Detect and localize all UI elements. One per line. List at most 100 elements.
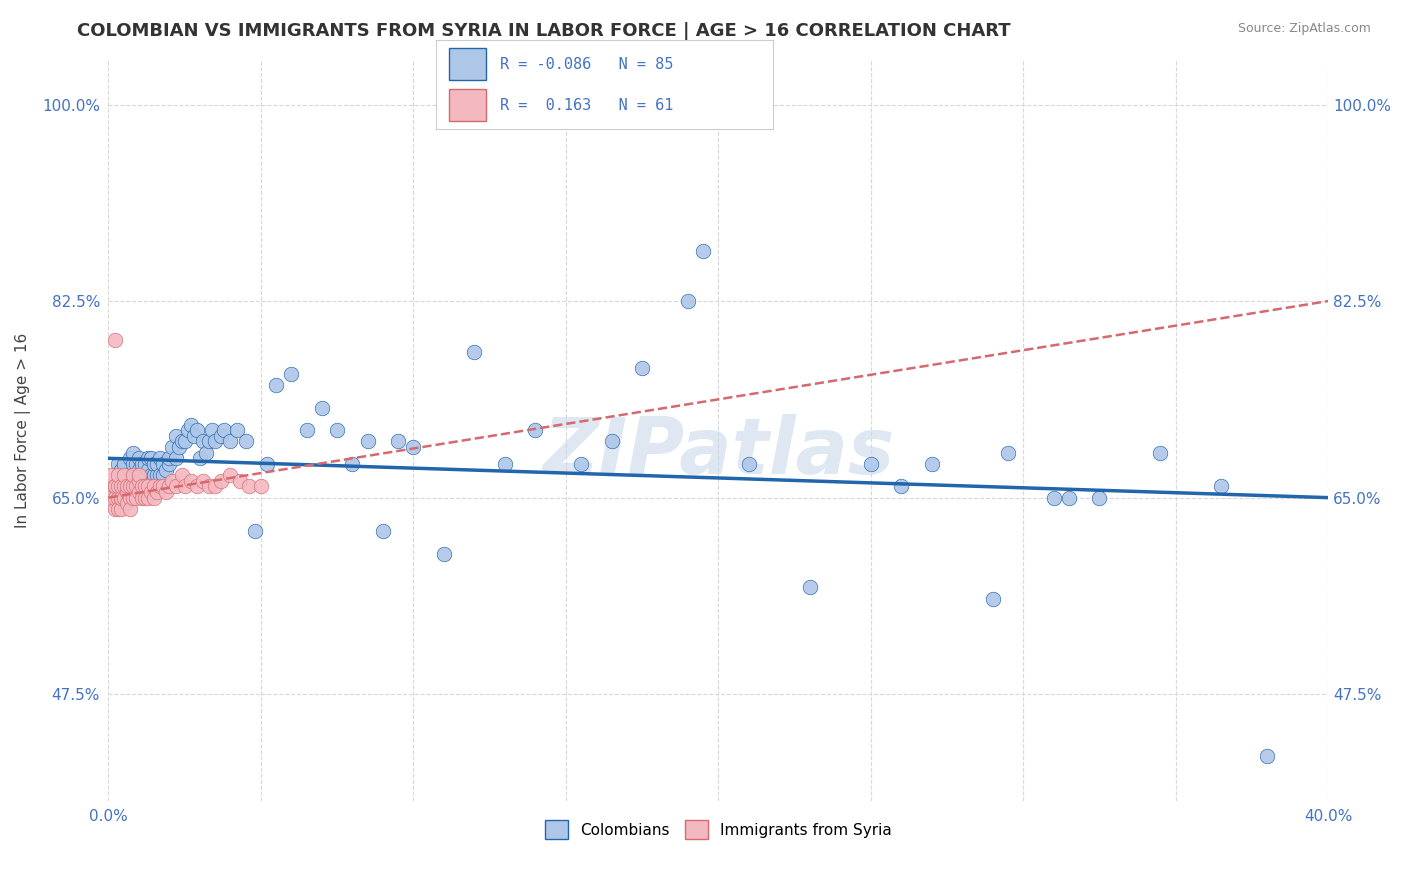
Point [136, 462, 159, 476]
Point [100, 479, 122, 493]
Point [219, 434, 242, 449]
Point [159, 457, 181, 471]
Text: ZIPatlas: ZIPatlas [543, 415, 894, 491]
Point [371, 524, 394, 539]
Point [139, 451, 162, 466]
Point [162, 440, 184, 454]
Point [170, 468, 193, 483]
Point [115, 485, 138, 500]
FancyBboxPatch shape [450, 89, 486, 121]
Point [107, 457, 129, 471]
Point [112, 468, 135, 483]
Point [125, 491, 148, 505]
Text: R =  0.163   N = 61: R = 0.163 N = 61 [501, 98, 673, 112]
Point [112, 479, 135, 493]
Legend: Colombians, Immigrants from Syria: Colombians, Immigrants from Syria [538, 814, 898, 845]
Point [152, 479, 174, 493]
Point [890, 479, 912, 493]
Point [1211, 479, 1233, 493]
Point [115, 468, 138, 483]
Point [198, 434, 221, 449]
Point [201, 423, 224, 437]
Point [859, 457, 882, 471]
Point [195, 446, 218, 460]
Point [146, 468, 169, 483]
Point [311, 401, 333, 415]
Point [631, 361, 654, 376]
Point [188, 451, 211, 466]
Point [149, 479, 172, 493]
Point [134, 491, 156, 505]
Text: R = -0.086   N = 85: R = -0.086 N = 85 [501, 57, 673, 71]
Point [131, 457, 153, 471]
Point [125, 479, 148, 493]
Point [209, 474, 232, 488]
Point [177, 423, 200, 437]
Point [152, 468, 174, 483]
Point [235, 434, 257, 449]
Point [256, 457, 278, 471]
Point [204, 434, 226, 449]
Point [143, 491, 166, 505]
Point [146, 485, 169, 500]
Point [264, 378, 287, 392]
Point [100, 491, 122, 505]
Point [136, 451, 159, 466]
Point [524, 423, 547, 437]
Point [143, 457, 166, 471]
Point [155, 462, 177, 476]
Point [170, 434, 193, 449]
Point [191, 474, 214, 488]
Point [569, 457, 592, 471]
Point [165, 429, 187, 443]
Point [198, 479, 221, 493]
Point [152, 457, 174, 471]
Point [128, 468, 150, 483]
Point [121, 457, 143, 471]
Point [326, 423, 349, 437]
Point [112, 457, 135, 471]
Point [143, 479, 166, 493]
Point [162, 474, 184, 488]
Point [149, 451, 172, 466]
Point [131, 479, 153, 493]
Point [118, 451, 141, 466]
Point [112, 491, 135, 505]
Point [125, 457, 148, 471]
Point [128, 485, 150, 500]
Point [494, 457, 516, 471]
Point [186, 479, 208, 493]
Point [250, 479, 273, 493]
Point [295, 423, 318, 437]
Point [676, 294, 699, 309]
Point [134, 457, 156, 471]
Point [131, 491, 153, 505]
Point [121, 479, 143, 493]
Point [110, 479, 132, 493]
Y-axis label: In Labor Force | Age > 16: In Labor Force | Age > 16 [15, 333, 31, 528]
Point [433, 547, 456, 561]
Point [103, 491, 125, 505]
Point [165, 451, 187, 466]
Point [183, 429, 205, 443]
Point [1057, 491, 1080, 505]
Point [1088, 491, 1111, 505]
Point [128, 462, 150, 476]
Point [173, 434, 195, 449]
Point [149, 468, 172, 483]
Text: Source: ZipAtlas.com: Source: ZipAtlas.com [1237, 22, 1371, 36]
Point [165, 479, 187, 493]
Point [214, 423, 236, 437]
Point [402, 440, 425, 454]
Point [107, 479, 129, 493]
Point [143, 468, 166, 483]
Point [228, 474, 250, 488]
Point [110, 491, 132, 505]
Point [128, 474, 150, 488]
Point [110, 501, 132, 516]
Point [125, 468, 148, 483]
Point [107, 491, 129, 505]
Point [118, 501, 141, 516]
Point [128, 451, 150, 466]
Point [146, 457, 169, 471]
